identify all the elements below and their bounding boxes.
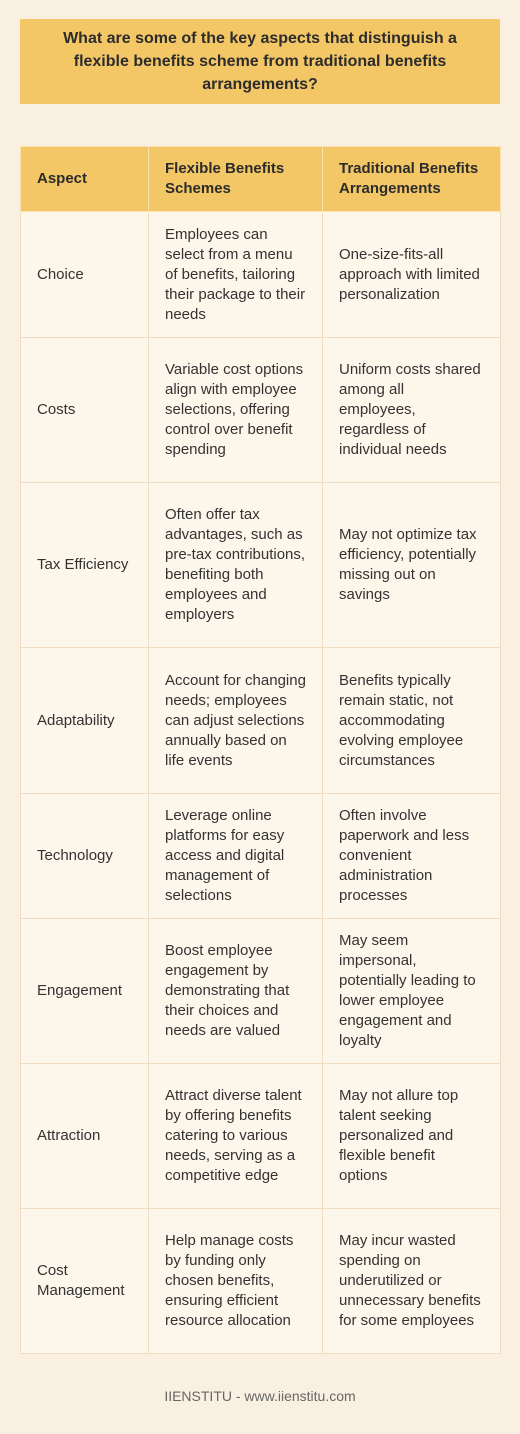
header-aspect: Aspect bbox=[20, 146, 149, 212]
traditional-cell: May not optimize tax efficiency, potenti… bbox=[322, 482, 501, 648]
comparison-table: Aspect Flexible Benefits Schemes Traditi… bbox=[20, 146, 501, 1354]
flexible-cell: Employees can select from a menu of bene… bbox=[148, 211, 323, 338]
aspect-cell: Costs bbox=[20, 337, 149, 483]
flexible-cell: Account for changing needs; employees ca… bbox=[148, 647, 323, 794]
table-row: Tax Efficiency Often offer tax advantage… bbox=[20, 482, 501, 648]
traditional-cell: May seem impersonal, potentially leading… bbox=[322, 918, 501, 1064]
title-banner: What are some of the key aspects that di… bbox=[20, 19, 500, 104]
table-row: Adaptability Account for changing needs;… bbox=[20, 647, 501, 794]
table-header-row: Aspect Flexible Benefits Schemes Traditi… bbox=[20, 146, 501, 212]
traditional-cell: Often involve paperwork and less conveni… bbox=[322, 793, 501, 919]
flexible-cell: Attract diverse talent by offering benef… bbox=[148, 1063, 323, 1209]
traditional-cell: Uniform costs shared among all employees… bbox=[322, 337, 501, 483]
aspect-cell: Choice bbox=[20, 211, 149, 338]
traditional-cell: One-size-fits-all approach with limited … bbox=[322, 211, 501, 338]
aspect-cell: Adaptability bbox=[20, 647, 149, 794]
traditional-cell: Benefits typically remain static, not ac… bbox=[322, 647, 501, 794]
flexible-cell: Variable cost options align with employe… bbox=[148, 337, 323, 483]
flexible-cell: Help manage costs by funding only chosen… bbox=[148, 1208, 323, 1354]
footer-credit: IIENSTITU - www.iienstitu.com bbox=[164, 1388, 356, 1404]
aspect-cell: Attraction bbox=[20, 1063, 149, 1209]
traditional-cell: May incur wasted spending on underutiliz… bbox=[322, 1208, 501, 1354]
header-flexible: Flexible Benefits Schemes bbox=[148, 146, 323, 212]
aspect-cell: Engagement bbox=[20, 918, 149, 1064]
table-row: Costs Variable cost options align with e… bbox=[20, 337, 501, 483]
table-row: Engagement Boost employee engagement by … bbox=[20, 918, 501, 1064]
traditional-cell: May not allure top talent seeking person… bbox=[322, 1063, 501, 1209]
flexible-cell: Often offer tax advantages, such as pre-… bbox=[148, 482, 323, 648]
flexible-cell: Leverage online platforms for easy acces… bbox=[148, 793, 323, 919]
table-row: Attraction Attract diverse talent by off… bbox=[20, 1063, 501, 1209]
aspect-cell: Technology bbox=[20, 793, 149, 919]
page-title: What are some of the key aspects that di… bbox=[63, 30, 457, 93]
aspect-cell: Cost Management bbox=[20, 1208, 149, 1354]
table-row: Choice Employees can select from a menu … bbox=[20, 211, 501, 338]
table-row: Technology Leverage online platforms for… bbox=[20, 793, 501, 919]
aspect-cell: Tax Efficiency bbox=[20, 482, 149, 648]
table-row: Cost Management Help manage costs by fun… bbox=[20, 1208, 501, 1354]
flexible-cell: Boost employee engagement by demonstrati… bbox=[148, 918, 323, 1064]
header-traditional: Traditional Benefits Arrangements bbox=[322, 146, 501, 212]
